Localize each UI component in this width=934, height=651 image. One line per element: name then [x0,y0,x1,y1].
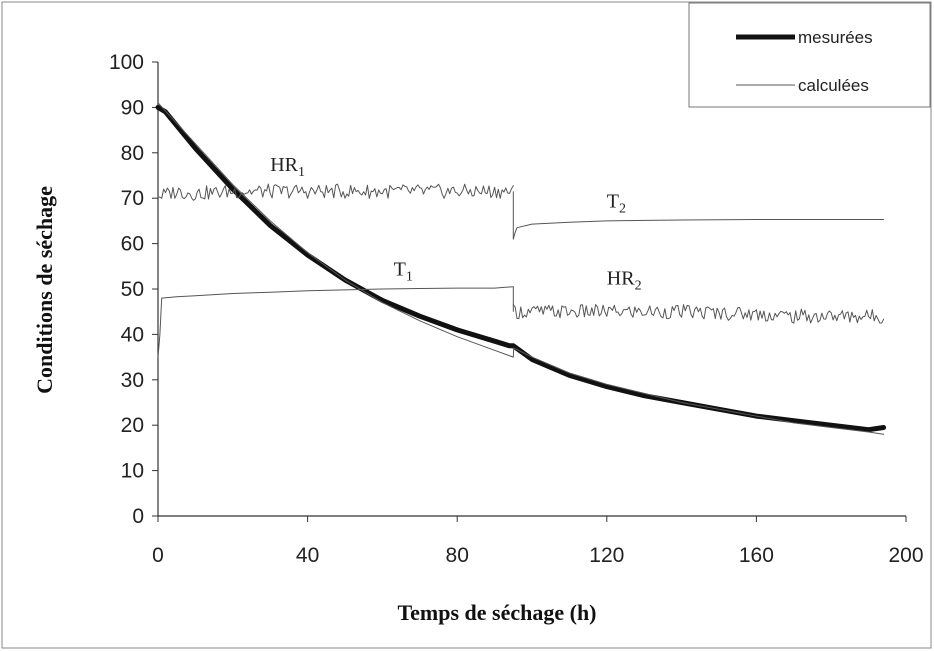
x-tick-label: 120 [589,544,624,567]
x-tick-label: 80 [446,544,469,567]
annotation-hr1: HR1 [270,154,305,180]
y-tick-label: 0 [132,505,144,528]
axes: 0 10 20 30 40 50 60 70 80 90 100 0 40 80 120 160 200 [109,51,924,567]
y-tick-label: 60 [121,233,144,256]
y-tick-label: 20 [121,414,144,437]
x-tick-label: 40 [296,544,319,567]
y-tick-label: 100 [109,51,144,74]
annotation-hr2: HR2 [607,267,642,293]
series-layer [155,102,887,435]
x-tick-label: 160 [739,544,774,567]
legend-box [688,2,931,108]
annotation-t2: T2 [607,190,626,216]
y-tick-label: 10 [121,460,144,483]
annotations: HR1 T1 T2 HR2 [270,154,641,293]
series-t2-line [512,219,885,240]
y-tick-label: 30 [121,369,144,392]
series-hr2-line [512,304,885,324]
y-tick-label: 70 [121,187,144,210]
x-tick-label: 0 [152,544,164,567]
y-tick-label: 40 [121,323,144,346]
y-tick-label: 90 [121,96,144,119]
legend-label-mesur-es: mesurées [798,28,873,47]
series-hr1-line [157,183,514,201]
y-tick-label: 80 [121,142,144,165]
y-tick-label: 50 [121,278,144,301]
y-axis-title: Conditions de séchage [32,186,57,394]
annotation-t1: T1 [394,258,413,284]
legend-label-calcul-es: calculées [798,76,869,95]
legend: mesurées calculées [688,2,931,108]
x-axis-title: Temps de séchage (h) [397,600,596,625]
x-tick-label: 200 [888,544,923,567]
series-t1-line [157,286,514,358]
series-calcul-es-line [157,102,885,435]
